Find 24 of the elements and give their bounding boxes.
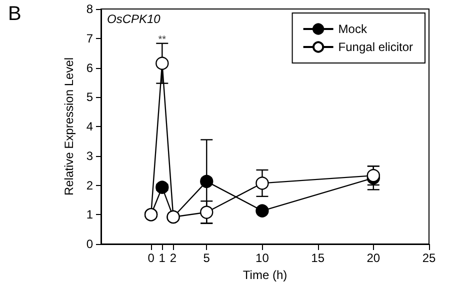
y-tick-label: 3 xyxy=(86,148,94,163)
x-tick-label: 25 xyxy=(422,251,436,265)
x-tick-label: 0 xyxy=(148,251,155,265)
x-tick-label: 20 xyxy=(366,251,380,265)
y-tick-label: 2 xyxy=(86,178,94,192)
x-tick-label: 15 xyxy=(311,251,325,265)
y-tick-label: 5 xyxy=(86,90,94,104)
y-tick-label: 1 xyxy=(86,208,94,222)
annotation: ** xyxy=(158,34,166,46)
x-tick-label: 10 xyxy=(256,251,270,265)
legend-label: Mock xyxy=(338,22,368,36)
y-tick-label: 7 xyxy=(86,31,94,46)
y-tick-label: 4 xyxy=(86,120,94,134)
x-tick-label: 2 xyxy=(170,251,177,265)
y-tick-label: 8 xyxy=(86,2,94,16)
chart-title: B xyxy=(8,3,22,25)
x-axis-title: Time (h) xyxy=(242,268,288,282)
legend-label: Fungal elicitor xyxy=(338,40,414,54)
y-axis-title: Relative Expression Level xyxy=(62,57,76,196)
y-tick-label: 6 xyxy=(86,60,94,75)
x-tick-label: 1 xyxy=(158,251,166,265)
y-tick-label: 0 xyxy=(86,237,94,251)
annotation: OsCPK10 xyxy=(107,12,161,26)
x-tick-label: 5 xyxy=(203,251,210,265)
